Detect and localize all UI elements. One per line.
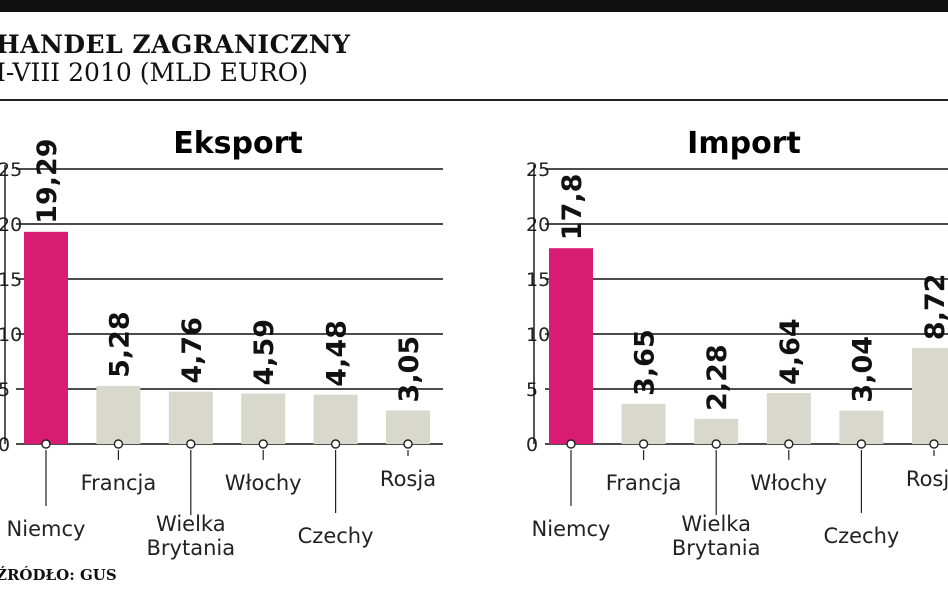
import-y-tick-label: 20: [526, 214, 550, 236]
import-category-label-2: Wielka Brytania: [672, 512, 761, 560]
eksport-value-label-5: 3,05: [394, 336, 425, 403]
chart-title: HANDEL ZAGRANICZNY: [0, 30, 351, 59]
import-y-tick-label: 25: [526, 159, 550, 181]
eksport-bar-1: [96, 385, 141, 444]
import-value-label-0: 17,8: [557, 174, 588, 241]
eksport-category-marker: [41, 439, 51, 449]
import-value-label-1: 3,65: [630, 329, 661, 396]
import-category-marker: [856, 439, 867, 449]
eksport-category-label-3: Włochy: [225, 471, 302, 495]
header-rule: [0, 99, 948, 101]
import-bar-1: [621, 403, 666, 444]
eksport-category-marker: [113, 439, 124, 449]
import-category-marker: [929, 439, 939, 449]
eksport-value-label-4: 4,48: [322, 320, 353, 387]
eksport-category-marker: [186, 439, 196, 449]
import-y-tick-label: 5: [526, 379, 538, 401]
eksport-category-label-4: Czechy: [298, 524, 374, 548]
eksport-panel-title: Eksport: [173, 126, 303, 161]
eksport-category-label-5: Rosja: [380, 467, 436, 491]
eksport-category-marker: [403, 439, 413, 449]
eksport-category-label-2: Wielka Brytania: [147, 512, 236, 560]
import-category-label-5: Rosja: [906, 467, 948, 491]
eksport-y-tick-label: 20: [0, 214, 22, 236]
import-value-label-4: 3,04: [847, 336, 878, 403]
eksport-category-marker: [330, 439, 341, 449]
eksport-category-label-1: Francja: [81, 471, 157, 495]
import-y-tick-label: 10: [526, 324, 550, 346]
eksport-bar-5: [386, 410, 430, 444]
eksport-category-marker: [258, 439, 268, 449]
import-value-label-2: 2,28: [702, 344, 733, 411]
import-panel-title: Import: [687, 126, 801, 161]
import-category-marker: [711, 439, 721, 449]
eksport-y-tick-label: 25: [0, 159, 22, 181]
eksport-value-label-2: 4,76: [177, 317, 208, 384]
eksport-bar-3: [241, 393, 286, 444]
import-bar-5: [912, 348, 948, 444]
import-value-label-3: 4,64: [775, 318, 806, 385]
eksport-bar-4: [313, 394, 358, 444]
top-bar: [0, 0, 948, 12]
chart-subtitle: I-VIII 2010 (MLD EURO): [0, 58, 309, 87]
eksport-y-tick-label: 10: [0, 324, 22, 346]
import-y-tick-label: 15: [526, 269, 550, 291]
import-bar-4: [839, 410, 884, 444]
eksport-category-label-0: Niemcy: [7, 517, 86, 541]
import-category-label-0: Niemcy: [532, 517, 611, 541]
import-bar-0: [549, 248, 593, 444]
eksport-value-label-3: 4,59: [249, 319, 280, 386]
import-category-marker: [638, 439, 649, 449]
import-category-label-4: Czechy: [823, 524, 899, 548]
eksport-y-tick-label: 15: [0, 269, 22, 291]
eksport-y-tick-label: 0: [0, 434, 10, 456]
import-category-label-3: Włochy: [750, 471, 827, 495]
import-bar-3: [766, 392, 811, 444]
eksport-bar-0: [24, 231, 68, 444]
eksport-bar-2: [168, 391, 213, 444]
import-y-tick-label: 0: [526, 434, 538, 456]
eksport-value-label-0: 19,29: [32, 138, 63, 223]
source-note: ŹRÓDŁO: GUS: [0, 566, 117, 584]
eksport-value-label-1: 5,28: [104, 311, 135, 378]
import-value-label-5: 8,72: [920, 273, 948, 340]
import-category-label-1: Francja: [606, 471, 682, 495]
import-category-marker: [566, 439, 576, 449]
import-category-marker: [784, 439, 794, 449]
